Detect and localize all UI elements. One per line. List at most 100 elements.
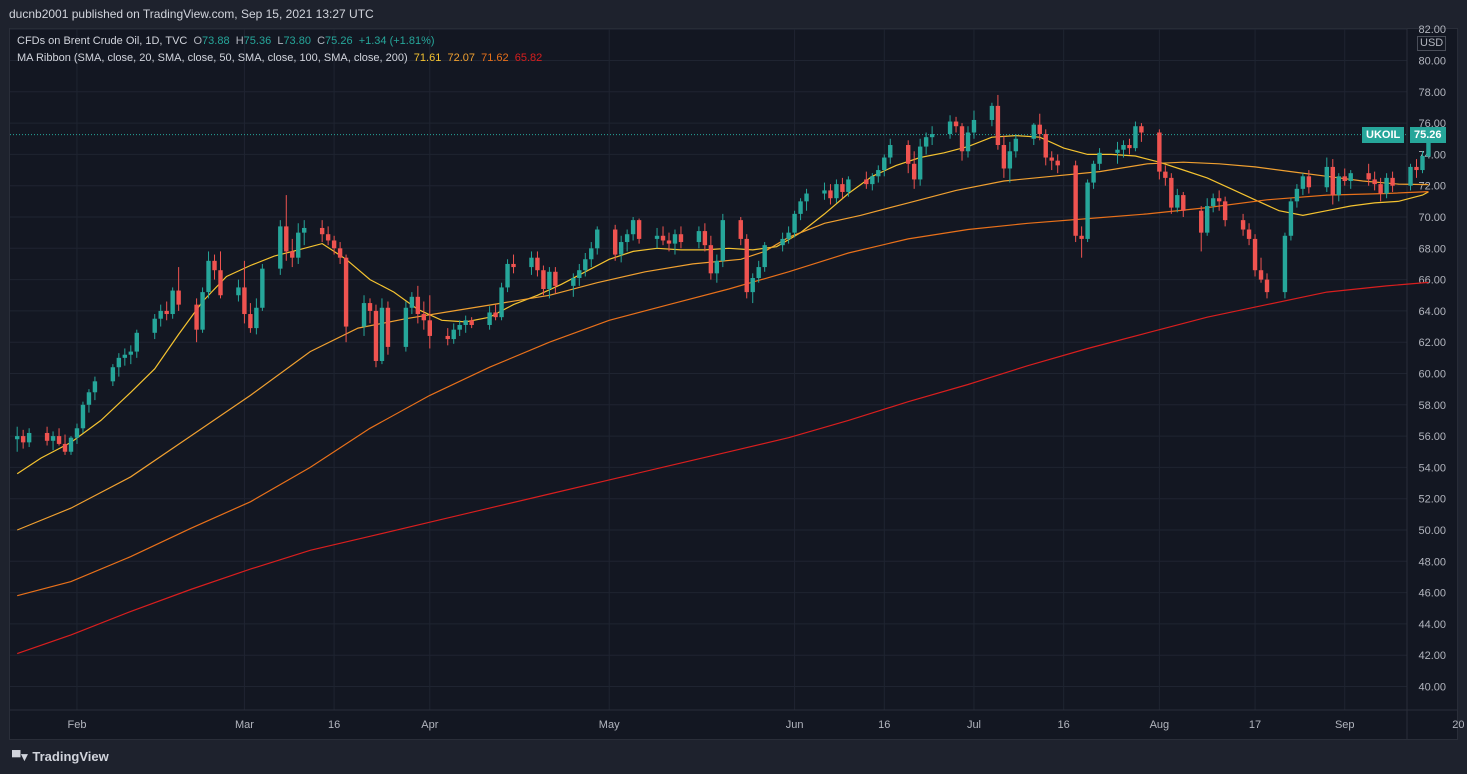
candle[interactable] <box>1037 113 1042 141</box>
candle[interactable] <box>200 287 205 333</box>
candle[interactable] <box>86 389 92 413</box>
candle[interactable] <box>702 223 708 252</box>
candle[interactable] <box>989 102 995 127</box>
candle[interactable] <box>194 298 199 343</box>
candle[interactable] <box>1031 123 1036 146</box>
candle[interactable] <box>714 254 720 283</box>
candle[interactable] <box>630 217 636 241</box>
tradingview-logo[interactable]: ▀▼ TradingView <box>12 749 109 764</box>
candle[interactable] <box>248 303 253 333</box>
candle[interactable] <box>122 348 128 366</box>
candle[interactable] <box>176 267 181 311</box>
candle[interactable] <box>1378 177 1383 202</box>
price-chart[interactable]: 82.0080.0078.0076.0074.0072.0070.0068.00… <box>0 0 1467 740</box>
candle[interactable] <box>870 173 875 191</box>
candle[interactable] <box>846 176 851 197</box>
candle[interactable] <box>1205 198 1210 236</box>
candle[interactable] <box>1282 232 1288 299</box>
candle[interactable] <box>92 376 98 401</box>
candle[interactable] <box>780 232 785 252</box>
candle[interactable] <box>612 224 618 261</box>
candle[interactable] <box>947 115 953 139</box>
candle[interactable] <box>373 304 379 368</box>
candle[interactable] <box>965 126 971 158</box>
candle[interactable] <box>798 198 803 221</box>
candle[interactable] <box>415 285 421 324</box>
candle[interactable] <box>696 226 702 249</box>
candle[interactable] <box>1049 151 1054 171</box>
candle[interactable] <box>1210 193 1216 213</box>
candle[interactable] <box>379 298 385 365</box>
candle[interactable] <box>756 260 761 283</box>
candle[interactable] <box>1097 148 1102 171</box>
candle[interactable] <box>1007 141 1013 183</box>
candle[interactable] <box>553 267 558 294</box>
candle[interactable] <box>457 320 462 336</box>
candle[interactable] <box>1181 191 1186 217</box>
candle[interactable] <box>1085 179 1090 243</box>
candle[interactable] <box>1414 159 1419 178</box>
candle[interactable] <box>1199 206 1204 252</box>
candle[interactable] <box>888 138 893 164</box>
candle[interactable] <box>50 431 56 451</box>
candle[interactable] <box>1324 157 1329 192</box>
candle[interactable] <box>589 242 594 268</box>
candle[interactable] <box>1294 184 1300 208</box>
candle[interactable] <box>1246 223 1252 246</box>
candle[interactable] <box>1163 165 1168 186</box>
candle[interactable] <box>720 213 726 268</box>
candle[interactable] <box>547 267 552 299</box>
candle[interactable] <box>583 252 588 277</box>
candle[interactable] <box>44 426 50 446</box>
candle[interactable] <box>319 220 325 243</box>
chart-frame[interactable] <box>9 28 1458 740</box>
candle[interactable] <box>1139 123 1144 142</box>
candle[interactable] <box>242 260 247 324</box>
candle[interactable] <box>1348 170 1353 189</box>
candle[interactable] <box>1240 213 1246 236</box>
candle[interactable] <box>1091 160 1096 189</box>
candle[interactable] <box>20 429 26 449</box>
candle[interactable] <box>493 304 498 321</box>
candle[interactable] <box>636 218 642 244</box>
candle[interactable] <box>116 353 122 377</box>
candle[interactable] <box>1043 129 1048 166</box>
candle[interactable] <box>1121 140 1126 158</box>
legend-ma-label[interactable]: MA Ribbon (SMA, close, 20, SMA, close, 5… <box>17 52 408 64</box>
candle[interactable] <box>786 226 791 244</box>
candle[interactable] <box>385 301 391 355</box>
candle[interactable] <box>1408 163 1413 191</box>
candle[interactable] <box>487 306 492 330</box>
candle[interactable] <box>1372 171 1377 191</box>
candle[interactable] <box>302 220 307 246</box>
candle[interactable] <box>331 235 337 255</box>
candle[interactable] <box>828 184 833 205</box>
candle[interactable] <box>744 234 749 299</box>
candle[interactable] <box>158 304 163 327</box>
candle[interactable] <box>170 287 175 319</box>
candle[interactable] <box>804 188 809 211</box>
candle[interactable] <box>409 292 415 315</box>
candle[interactable] <box>236 279 241 302</box>
candle[interactable] <box>128 345 133 365</box>
candle[interactable] <box>1306 170 1312 194</box>
candle[interactable] <box>666 232 672 252</box>
candle[interactable] <box>1073 160 1078 243</box>
candle[interactable] <box>595 226 600 255</box>
candle[interactable] <box>678 226 684 249</box>
candle[interactable] <box>750 273 755 304</box>
candle[interactable] <box>1330 159 1335 205</box>
candle[interactable] <box>953 116 959 133</box>
candle[interactable] <box>995 94 1001 150</box>
candle[interactable] <box>403 301 409 352</box>
candle[interactable] <box>1115 141 1120 164</box>
candle[interactable] <box>792 210 797 238</box>
candle[interactable] <box>660 226 666 246</box>
currency-label[interactable]: USD <box>1417 36 1447 51</box>
candle[interactable] <box>971 110 977 139</box>
candle[interactable] <box>260 263 265 311</box>
candle[interactable] <box>1336 173 1341 202</box>
candle[interactable] <box>14 426 20 452</box>
candle[interactable] <box>1390 171 1395 192</box>
candle[interactable] <box>864 171 869 189</box>
